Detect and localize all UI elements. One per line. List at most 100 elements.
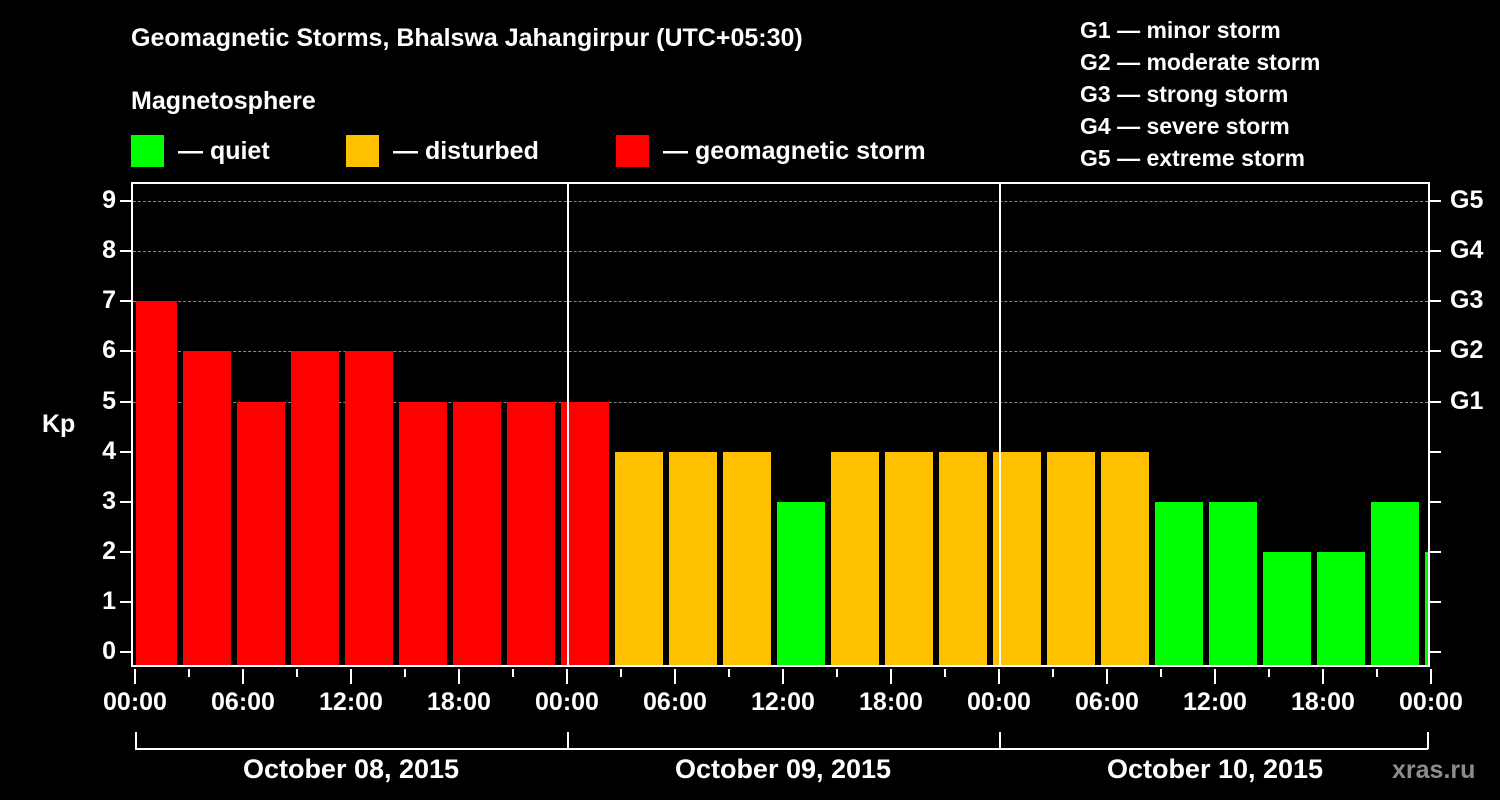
x-minor-tick (1376, 669, 1378, 677)
date-label: October 08, 2015 (242, 754, 460, 784)
right-tick (1430, 250, 1441, 253)
x-minor-tick (1160, 669, 1162, 677)
x-major-tick (890, 669, 892, 684)
date-bracket-tick (135, 732, 137, 749)
x-tick-label: 12:00 (1183, 688, 1247, 716)
x-minor-tick (188, 669, 190, 677)
y-tick (120, 350, 131, 353)
legend-storm: — geomagnetic storm (616, 135, 926, 167)
x-minor-tick (296, 669, 298, 677)
legend-storm-label: — geomagnetic storm (663, 136, 926, 165)
y-tick-label: 8 (102, 236, 116, 265)
g-scale-legend: G1 — minor storm G2 — moderate storm G3 … (1080, 14, 1320, 174)
y-tick (120, 250, 131, 253)
y-tick (120, 400, 131, 403)
y-tick-label: 2 (102, 536, 116, 565)
gridline (133, 351, 1428, 353)
x-minor-tick (728, 669, 730, 677)
y-axis-label: Kp (42, 410, 76, 438)
kp-bar (993, 451, 1041, 667)
kp-bar (399, 401, 447, 667)
watermark: xras.ru (1392, 756, 1476, 784)
y-tick (120, 651, 131, 653)
x-minor-tick (944, 669, 946, 677)
x-tick-label: 00:00 (535, 688, 599, 716)
y-tick-label: 4 (102, 436, 116, 465)
x-tick-label: 06:00 (211, 688, 275, 716)
kp-bar (1209, 501, 1257, 667)
kp-bar (1317, 551, 1365, 667)
x-tick-label: 18:00 (859, 688, 923, 716)
date-bracket (135, 748, 1428, 750)
date-bracket-tick (1427, 732, 1429, 749)
date-bracket-tick (567, 732, 569, 749)
date-label: October 09, 2015 (674, 754, 892, 784)
y-tick (120, 450, 131, 453)
plot-area (131, 182, 1430, 667)
g-tick-label: G3 (1450, 286, 1484, 315)
day-separator (567, 182, 569, 667)
x-tick-label: 00:00 (1399, 688, 1463, 716)
kp-bar (885, 451, 933, 667)
g-tick-label: G1 (1450, 386, 1484, 415)
x-tick-label: 00:00 (103, 688, 167, 716)
y-tick-label: 1 (102, 586, 116, 615)
kp-bar (1425, 551, 1428, 667)
right-tick (1430, 651, 1441, 653)
x-major-tick (458, 669, 460, 684)
y-tick-label: 0 (102, 637, 116, 665)
legend-quiet-label: — quiet (178, 136, 270, 165)
gridline (133, 201, 1428, 203)
x-major-tick (998, 669, 1000, 684)
g1-legend: G1 — minor storm (1080, 17, 1281, 43)
g5-legend: G5 — extreme storm (1080, 145, 1305, 171)
g4-legend: G4 — severe storm (1080, 113, 1290, 139)
right-tick (1430, 350, 1441, 353)
x-major-tick (1322, 669, 1324, 684)
right-tick (1430, 600, 1441, 603)
y-tick-label: 9 (102, 186, 116, 215)
right-tick (1430, 550, 1441, 553)
kp-bar (183, 351, 231, 667)
x-minor-tick (836, 669, 838, 677)
g-tick-label: G4 (1450, 236, 1484, 265)
right-tick (1430, 200, 1441, 203)
x-major-tick (1214, 669, 1216, 684)
y-tick (120, 550, 131, 553)
date-label: October 10, 2015 (1106, 754, 1324, 784)
date-bracket-tick (999, 732, 1001, 749)
y-tick (120, 300, 131, 303)
kp-bar (1371, 501, 1419, 667)
x-tick-label: 06:00 (1075, 688, 1139, 716)
x-minor-tick (512, 669, 514, 677)
kp-bar (1155, 501, 1203, 667)
gridline (133, 301, 1428, 303)
x-tick-label: 06:00 (643, 688, 707, 716)
x-major-tick (674, 669, 676, 684)
gridline (133, 401, 1428, 403)
kp-bar (507, 401, 555, 667)
x-tick-label: 00:00 (967, 688, 1031, 716)
legend-disturbed: — disturbed (346, 135, 539, 167)
kp-bar (453, 401, 501, 667)
kp-bar (237, 401, 285, 667)
kp-bar (345, 351, 393, 667)
right-tick (1430, 450, 1441, 453)
right-tick (1430, 400, 1441, 403)
x-tick-label: 12:00 (751, 688, 815, 716)
x-major-tick (782, 669, 784, 684)
y-tick-label: 5 (102, 386, 116, 415)
right-tick (1430, 300, 1441, 303)
x-minor-tick (404, 669, 406, 677)
x-major-tick (1430, 669, 1432, 684)
kp-bar (561, 401, 609, 667)
x-tick-label: 12:00 (319, 688, 383, 716)
x-major-tick (350, 669, 352, 684)
right-tick (1430, 500, 1441, 503)
chart-subtitle: Magnetosphere (131, 87, 316, 115)
x-tick-label: 18:00 (427, 688, 491, 716)
legend-quiet: — quiet (131, 135, 270, 167)
kp-bar (1047, 451, 1095, 667)
chart-title: Geomagnetic Storms, Bhalswa Jahangirpur … (131, 24, 803, 52)
kp-bar (669, 451, 717, 667)
